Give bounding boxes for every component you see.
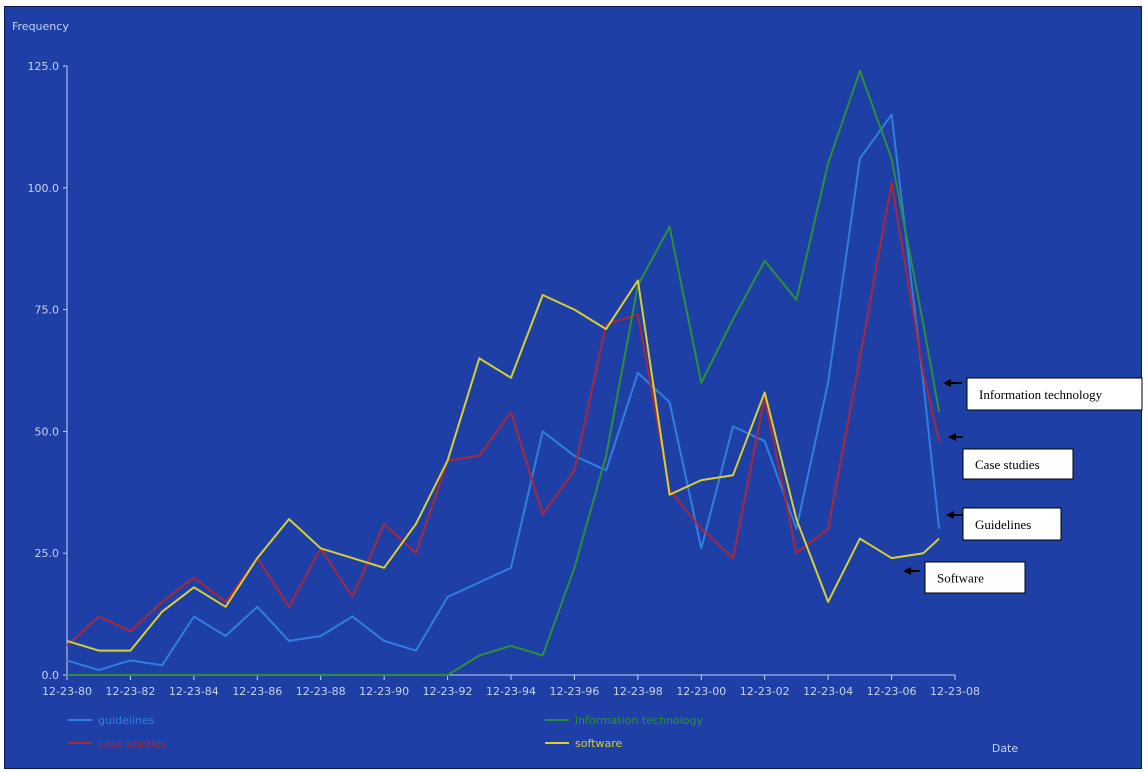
callout-box [962,448,1074,480]
x-tick-label: 12-23-94 [486,685,536,698]
callout-box [966,377,1143,411]
x-tick-label: 12-23-80 [42,685,92,698]
legend-label-information-technology: information technology [575,714,704,727]
callout-arrow-head [943,379,951,387]
x-tick-label: 12-23-98 [613,685,663,698]
callout-guidelines: Guidelines [946,507,1062,541]
callout-software: Software [903,561,1026,594]
callout-case-studies: Case studies [948,433,1074,480]
series-line-information-technology [67,69,941,676]
callout-box [962,507,1062,541]
callout-label: Guidelines [975,517,1031,532]
legend-label-case-studies: case studies [98,737,167,750]
callout-information-technology: Information technology [943,377,1143,411]
x-tick-label: 12-23-02 [740,685,790,698]
y-tick-label: 25.0 [35,547,60,560]
callout-label: Information technology [979,387,1103,402]
callout-label: Case studies [975,457,1040,472]
y-tick-label: 125.0 [28,60,60,73]
x-tick-label: 12-23-86 [232,685,282,698]
legend-label-guidelines: guidelines [98,714,155,727]
x-tick-label: 12-23-08 [930,685,980,698]
x-tick-label: 12-23-06 [867,685,917,698]
callout-label: Software [937,571,984,586]
x-tick-label: 12-23-96 [549,685,599,698]
callout-arrow-head [903,567,911,575]
y-tick-label: 0.0 [42,669,60,682]
x-tick-label: 12-23-90 [359,685,409,698]
x-tick-label: 12-23-92 [423,685,473,698]
x-axis-title: Date [992,742,1019,755]
x-tick-label: 12-23-00 [676,685,726,698]
x-tick-label: 12-23-04 [803,685,853,698]
callout-arrow-head [946,511,954,519]
x-tick-label: 12-23-84 [169,685,219,698]
callout-box [924,561,1026,594]
y-tick-label: 50.0 [35,425,60,438]
x-tick-label: 12-23-82 [105,685,155,698]
callout-arrow-head [948,433,956,441]
legend-label-software: software [575,737,622,750]
x-tick-label: 12-23-88 [296,685,346,698]
chart-frame [4,6,1142,769]
y-axis-title: Frequency [12,20,69,33]
series-line-guidelines [66,113,941,672]
series-line-software [66,279,940,652]
y-tick-label: 100.0 [28,182,60,195]
y-tick-label: 75.0 [35,304,60,317]
